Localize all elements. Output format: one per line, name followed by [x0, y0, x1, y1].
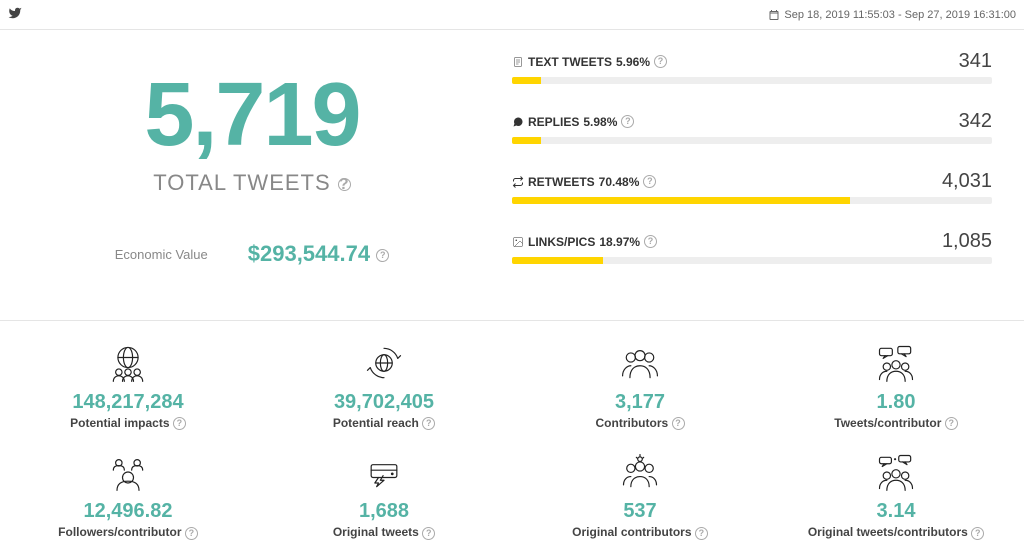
help-icon[interactable]: ?: [422, 417, 435, 430]
date-range[interactable]: Sep 18, 2019 11:55:03 - Sep 27, 2019 16:…: [768, 9, 1016, 21]
breakdown-label: TEXT TWEETS 5.96% ?: [512, 55, 667, 69]
breakdown-value: 342: [959, 110, 992, 133]
metric-value: 148,217,284: [10, 391, 246, 414]
group-ring-icon: [10, 450, 246, 494]
file-icon: [512, 56, 524, 68]
date-range-text: Sep 18, 2019 11:55:03 - Sep 27, 2019 16:…: [784, 9, 1016, 21]
metric-card: 39,702,405 Potential reach ?: [256, 335, 512, 444]
card-arrow-icon: [266, 450, 502, 494]
breakdown-row: TEXT TWEETS 5.96% ? 341: [512, 50, 992, 84]
metric-label: Original contributors ?: [522, 525, 758, 539]
comment-icon: [512, 116, 524, 128]
metric-value: 537: [522, 500, 758, 523]
metric-card: 148,217,284 Potential impacts ?: [0, 335, 256, 444]
group-bubbles-icon: [778, 341, 1014, 385]
metric-card: 537 Original contributors ?: [512, 444, 768, 553]
help-icon[interactable]: ?: [971, 527, 984, 540]
metric-card: 12,496.82 Followers/contributor ?: [0, 444, 256, 553]
metric-label: Tweets/contributor ?: [778, 416, 1014, 430]
help-icon[interactable]: ?: [185, 527, 198, 540]
help-icon[interactable]: ?: [376, 249, 389, 262]
help-icon[interactable]: ?: [654, 55, 667, 68]
economic-value-row: Economic Value $293,544.74 ?: [12, 241, 492, 267]
top-bar: Sep 18, 2019 11:55:03 - Sep 27, 2019 16:…: [0, 0, 1024, 30]
breakdown-row: LINKS/PICS 18.97% ? 1,085: [512, 230, 992, 264]
help-icon[interactable]: ?: [695, 527, 708, 540]
breakdown-label: REPLIES 5.98% ?: [512, 115, 634, 129]
metric-value: 1.80: [778, 391, 1014, 414]
metric-value: 12,496.82: [10, 500, 246, 523]
metric-label: Potential impacts ?: [10, 416, 246, 430]
metric-value: 1,688: [266, 500, 502, 523]
metric-value: 3.14: [778, 500, 1014, 523]
breakdown-bar: [512, 137, 992, 144]
calendar-icon: [768, 9, 780, 21]
breakdown-bar: [512, 197, 992, 204]
help-icon[interactable]: ?: [643, 175, 656, 188]
group-star-icon: [522, 450, 758, 494]
help-icon[interactable]: ?: [173, 417, 186, 430]
metric-label: Original tweets/contributors ?: [778, 525, 1014, 539]
group-icon: [522, 341, 758, 385]
metric-label: Contributors ?: [522, 416, 758, 430]
retweet-icon: [512, 176, 524, 188]
breakdown-row: RETWEETS 70.48% ? 4,031: [512, 170, 992, 204]
totals-panel: 5,719 TOTAL TWEETS ? Economic Value $293…: [12, 50, 492, 290]
total-tweets-label: TOTAL TWEETS ?: [12, 170, 492, 196]
metric-label: Potential reach ?: [266, 416, 502, 430]
breakdown-label: LINKS/PICS 18.97% ?: [512, 235, 657, 249]
breakdown-value: 341: [959, 50, 992, 73]
metric-card: 1.80 Tweets/contributor ?: [768, 335, 1024, 444]
image-icon: [512, 236, 524, 248]
economic-value-amount: $293,544.74 ?: [248, 241, 389, 267]
breakdown-value: 4,031: [942, 170, 992, 193]
group-bubbles-star-icon: [778, 450, 1014, 494]
help-icon[interactable]: ?: [621, 115, 634, 128]
hero-section: 5,719 TOTAL TWEETS ? Economic Value $293…: [0, 30, 1024, 320]
breakdown-panel: TEXT TWEETS 5.96% ? 341 REPLIES 5.98% ? …: [492, 50, 1012, 290]
metric-value: 39,702,405: [266, 391, 502, 414]
twitter-icon: [8, 6, 22, 23]
metric-value: 3,177: [522, 391, 758, 414]
globe-cycle-icon: [266, 341, 502, 385]
globe-group-icon: [10, 341, 246, 385]
help-icon[interactable]: ?: [338, 178, 351, 191]
metric-label: Original tweets ?: [266, 525, 502, 539]
breakdown-label: RETWEETS 70.48% ?: [512, 175, 656, 189]
help-icon[interactable]: ?: [422, 527, 435, 540]
metric-label: Followers/contributor ?: [10, 525, 246, 539]
economic-value-label: Economic Value: [115, 247, 208, 262]
breakdown-bar: [512, 77, 992, 84]
metrics-grid: 148,217,284 Potential impacts ? 39,702,4…: [0, 321, 1024, 554]
metric-card: 1,688 Original tweets ?: [256, 444, 512, 553]
metric-card: 3,177 Contributors ?: [512, 335, 768, 444]
total-tweets-value: 5,719: [12, 70, 492, 160]
breakdown-row: REPLIES 5.98% ? 342: [512, 110, 992, 144]
help-icon[interactable]: ?: [672, 417, 685, 430]
help-icon[interactable]: ?: [644, 235, 657, 248]
help-icon[interactable]: ?: [945, 417, 958, 430]
breakdown-bar: [512, 257, 992, 264]
metric-card: 3.14 Original tweets/contributors ?: [768, 444, 1024, 553]
breakdown-value: 1,085: [942, 230, 992, 253]
